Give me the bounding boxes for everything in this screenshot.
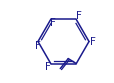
Text: F: F <box>34 41 40 51</box>
Text: F: F <box>50 18 56 28</box>
Text: F: F <box>45 62 50 72</box>
Text: F: F <box>89 37 95 46</box>
Text: F: F <box>75 11 81 21</box>
